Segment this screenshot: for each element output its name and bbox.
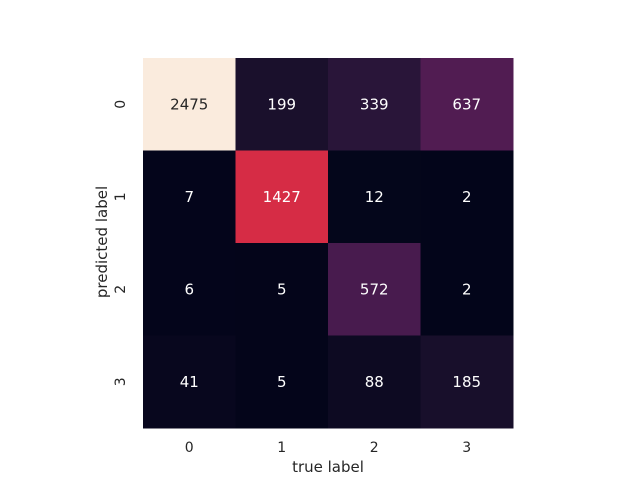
y-tick-label-3: 3: [113, 377, 129, 386]
heatmap-cells: [143, 58, 514, 429]
heatmap-cell-r2-c0: [143, 243, 236, 336]
x-tick-label-0: 0: [185, 440, 194, 456]
heatmap-cell-r1-c1: [235, 150, 329, 244]
cell-value-labels: 2475 199 339 637 7 1427 12 2 6 5 572 2 41 5 88 185: [170, 95, 481, 391]
y-tick-label-0: 0: [113, 100, 129, 109]
heatmap-cell-r1-c2: [328, 150, 421, 244]
cell-value-r2-c0: 6: [184, 280, 194, 298]
heatmap-cell-r1-c0: [143, 150, 236, 244]
heatmap-cell-r3-c0: [143, 335, 236, 429]
heatmap-cell-r2-c1: [235, 243, 329, 336]
cell-value-r2-c2: 572: [360, 280, 389, 298]
cell-value-r3-c1: 5: [277, 373, 287, 391]
cell-value-r0-c0: 2475: [170, 95, 208, 113]
cell-value-r0-c2: 339: [360, 95, 389, 113]
heatmap-cell-r0-c0: [143, 58, 236, 151]
cell-value-r3-c3: 185: [452, 373, 481, 391]
heatmap-cell-r0-c1: [235, 58, 329, 151]
x-tick-label-1: 1: [277, 440, 286, 456]
cell-value-r2-c3: 2: [462, 280, 472, 298]
y-axis-label: predicted label: [93, 186, 111, 298]
cell-value-r0-c3: 637: [452, 95, 481, 113]
y-tick-labels: 0 1 2 3: [113, 100, 129, 386]
heatmap-cell-r0-c2: [328, 58, 421, 151]
x-tick-labels: 0 1 2 3: [185, 440, 471, 456]
heatmap-cell-r1-c3: [420, 150, 514, 244]
heatmap-cell-r3-c1: [235, 335, 329, 429]
heatmap-cell-r0-c3: [420, 58, 514, 151]
cell-value-r1-c3: 2: [462, 188, 472, 206]
cell-value-r3-c2: 88: [365, 373, 384, 391]
cell-value-r0-c1: 199: [267, 95, 296, 113]
heatmap-cell-r3-c2: [328, 335, 421, 429]
x-tick-label-3: 3: [462, 440, 471, 456]
heatmap-cell-r3-c3: [420, 335, 514, 429]
cell-value-r1-c2: 12: [365, 188, 384, 206]
y-tick-label-2: 2: [113, 285, 129, 294]
cell-value-r2-c1: 5: [277, 280, 287, 298]
heatmap-cell-r2-c2: [328, 243, 421, 336]
cell-value-r1-c1: 1427: [263, 188, 301, 206]
cell-value-r1-c0: 7: [184, 188, 194, 206]
y-tick-label-1: 1: [113, 192, 129, 201]
cell-value-r3-c0: 41: [180, 373, 199, 391]
x-tick-label-2: 2: [370, 440, 379, 456]
x-axis-label: true label: [292, 458, 364, 476]
heatmap-cell-r2-c3: [420, 243, 514, 336]
